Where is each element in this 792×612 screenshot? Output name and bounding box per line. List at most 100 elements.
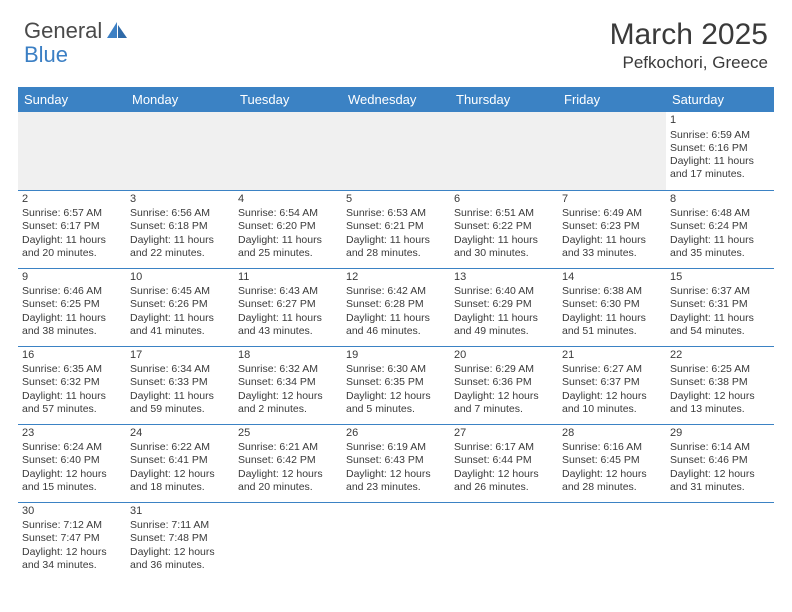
- calendar-cell: [18, 112, 126, 190]
- sunrise-text: Sunrise: 6:25 AM: [670, 363, 770, 376]
- day1-text: Daylight: 12 hours: [562, 390, 662, 403]
- sunrise-text: Sunrise: 6:43 AM: [238, 285, 338, 298]
- calendar-table: Sunday Monday Tuesday Wednesday Thursday…: [18, 87, 774, 580]
- day1-text: Daylight: 11 hours: [130, 312, 230, 325]
- day1-text: Daylight: 11 hours: [670, 312, 770, 325]
- calendar-body: 1Sunrise: 6:59 AMSunset: 6:16 PMDaylight…: [18, 112, 774, 580]
- day2-text: and 30 minutes.: [454, 247, 554, 260]
- location: Pefkochori, Greece: [610, 53, 768, 73]
- calendar-cell: 10Sunrise: 6:45 AMSunset: 6:26 PMDayligh…: [126, 268, 234, 346]
- sunset-text: Sunset: 6:21 PM: [346, 220, 446, 233]
- calendar-cell: 2Sunrise: 6:57 AMSunset: 6:17 PMDaylight…: [18, 190, 126, 268]
- calendar-cell: [126, 112, 234, 190]
- calendar-cell: 8Sunrise: 6:48 AMSunset: 6:24 PMDaylight…: [666, 190, 774, 268]
- day1-text: Daylight: 11 hours: [238, 234, 338, 247]
- sunset-text: Sunset: 6:18 PM: [130, 220, 230, 233]
- sunset-text: Sunset: 6:26 PM: [130, 298, 230, 311]
- sunset-text: Sunset: 6:35 PM: [346, 376, 446, 389]
- day-number: 14: [562, 271, 662, 285]
- sunset-text: Sunset: 6:25 PM: [22, 298, 122, 311]
- day2-text: and 5 minutes.: [346, 403, 446, 416]
- day1-text: Daylight: 11 hours: [562, 312, 662, 325]
- day2-text: and 33 minutes.: [562, 247, 662, 260]
- sunrise-text: Sunrise: 6:56 AM: [130, 207, 230, 220]
- day1-text: Daylight: 12 hours: [454, 390, 554, 403]
- day1-text: Daylight: 12 hours: [346, 390, 446, 403]
- sunrise-text: Sunrise: 6:34 AM: [130, 363, 230, 376]
- calendar-cell: 28Sunrise: 6:16 AMSunset: 6:45 PMDayligh…: [558, 424, 666, 502]
- sunset-text: Sunset: 6:43 PM: [346, 454, 446, 467]
- day1-text: Daylight: 11 hours: [238, 312, 338, 325]
- day-number: 4: [238, 193, 338, 207]
- sunset-text: Sunset: 6:31 PM: [670, 298, 770, 311]
- day1-text: Daylight: 11 hours: [130, 234, 230, 247]
- day-number: 9: [22, 271, 122, 285]
- calendar-cell: [234, 502, 342, 580]
- calendar-cell: 17Sunrise: 6:34 AMSunset: 6:33 PMDayligh…: [126, 346, 234, 424]
- sunset-text: Sunset: 6:32 PM: [22, 376, 122, 389]
- sunrise-text: Sunrise: 6:45 AM: [130, 285, 230, 298]
- sunset-text: Sunset: 6:16 PM: [670, 142, 770, 155]
- sunrise-text: Sunrise: 6:46 AM: [22, 285, 122, 298]
- sunset-text: Sunset: 7:48 PM: [130, 532, 230, 545]
- sunrise-text: Sunrise: 6:59 AM: [670, 129, 770, 142]
- day1-text: Daylight: 12 hours: [130, 546, 230, 559]
- day1-text: Daylight: 11 hours: [22, 390, 122, 403]
- calendar-cell: 14Sunrise: 6:38 AMSunset: 6:30 PMDayligh…: [558, 268, 666, 346]
- day1-text: Daylight: 11 hours: [346, 234, 446, 247]
- day1-text: Daylight: 11 hours: [22, 234, 122, 247]
- sunset-text: Sunset: 6:44 PM: [454, 454, 554, 467]
- sunrise-text: Sunrise: 6:35 AM: [22, 363, 122, 376]
- day-number: 16: [22, 349, 122, 363]
- day-number: 17: [130, 349, 230, 363]
- day2-text: and 46 minutes.: [346, 325, 446, 338]
- day1-text: Daylight: 12 hours: [562, 468, 662, 481]
- day1-text: Daylight: 12 hours: [130, 468, 230, 481]
- sunrise-text: Sunrise: 6:22 AM: [130, 441, 230, 454]
- calendar-row: 30Sunrise: 7:12 AMSunset: 7:47 PMDayligh…: [18, 502, 774, 580]
- day-number: 30: [22, 505, 122, 519]
- day-number: 21: [562, 349, 662, 363]
- day2-text: and 2 minutes.: [238, 403, 338, 416]
- sunrise-text: Sunrise: 6:27 AM: [562, 363, 662, 376]
- day-number: 24: [130, 427, 230, 441]
- day2-text: and 15 minutes.: [22, 481, 122, 494]
- calendar-row: 23Sunrise: 6:24 AMSunset: 6:40 PMDayligh…: [18, 424, 774, 502]
- day2-text: and 25 minutes.: [238, 247, 338, 260]
- day2-text: and 10 minutes.: [562, 403, 662, 416]
- sunrise-text: Sunrise: 6:21 AM: [238, 441, 338, 454]
- calendar-cell: 24Sunrise: 6:22 AMSunset: 6:41 PMDayligh…: [126, 424, 234, 502]
- day1-text: Daylight: 11 hours: [22, 312, 122, 325]
- day-number: 18: [238, 349, 338, 363]
- day1-text: Daylight: 12 hours: [670, 468, 770, 481]
- day2-text: and 36 minutes.: [130, 559, 230, 572]
- day2-text: and 41 minutes.: [130, 325, 230, 338]
- sunrise-text: Sunrise: 6:38 AM: [562, 285, 662, 298]
- calendar-cell: 11Sunrise: 6:43 AMSunset: 6:27 PMDayligh…: [234, 268, 342, 346]
- day1-text: Daylight: 11 hours: [670, 155, 770, 168]
- calendar-cell: 31Sunrise: 7:11 AMSunset: 7:48 PMDayligh…: [126, 502, 234, 580]
- sunrise-text: Sunrise: 6:40 AM: [454, 285, 554, 298]
- calendar-cell: 3Sunrise: 6:56 AMSunset: 6:18 PMDaylight…: [126, 190, 234, 268]
- day-header: Thursday: [450, 87, 558, 112]
- calendar-cell: [558, 112, 666, 190]
- day-number: 25: [238, 427, 338, 441]
- day-number: 29: [670, 427, 770, 441]
- sunset-text: Sunset: 6:34 PM: [238, 376, 338, 389]
- calendar-cell: 4Sunrise: 6:54 AMSunset: 6:20 PMDaylight…: [234, 190, 342, 268]
- day1-text: Daylight: 11 hours: [670, 234, 770, 247]
- calendar-cell: [450, 502, 558, 580]
- sunrise-text: Sunrise: 6:48 AM: [670, 207, 770, 220]
- day-number: 19: [346, 349, 446, 363]
- logo-text-general: General: [24, 18, 102, 44]
- day-number: 15: [670, 271, 770, 285]
- day-number: 20: [454, 349, 554, 363]
- day-header-row: Sunday Monday Tuesday Wednesday Thursday…: [18, 87, 774, 112]
- calendar-cell: 29Sunrise: 6:14 AMSunset: 6:46 PMDayligh…: [666, 424, 774, 502]
- day-number: 31: [130, 505, 230, 519]
- day2-text: and 28 minutes.: [346, 247, 446, 260]
- day-number: 13: [454, 271, 554, 285]
- day2-text: and 20 minutes.: [238, 481, 338, 494]
- sunrise-text: Sunrise: 6:37 AM: [670, 285, 770, 298]
- day-number: 22: [670, 349, 770, 363]
